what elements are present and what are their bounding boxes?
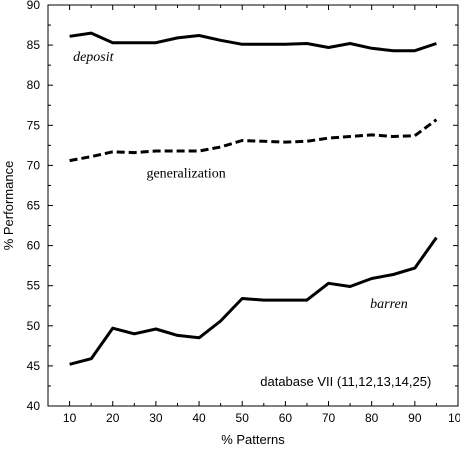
- series-lines: [69, 31, 438, 366]
- y-tick-label: 85: [27, 38, 41, 52]
- annotation-label: deposit: [73, 50, 115, 65]
- y-tick-label: 75: [27, 118, 41, 132]
- y-tick-label: 65: [27, 199, 41, 213]
- y-tick-label: 60: [27, 239, 41, 253]
- annotations: deposit generalization barren database VII …: [73, 50, 431, 389]
- x-tick-label: 40: [192, 411, 206, 425]
- y-tick-label: 40: [27, 399, 41, 413]
- plot-frame: [47, 4, 459, 407]
- y-axis: 40 45 50 55 60 65 70 75 80 85 90: [27, 0, 458, 413]
- y-tick-label: 45: [27, 359, 41, 373]
- plot-border: [47, 4, 459, 407]
- annotation-label: database VII (11,12,13,14,25): [260, 374, 431, 389]
- x-tick-label: 60: [279, 411, 293, 425]
- y-axis-title: % Performance: [1, 161, 16, 251]
- x-tick-label: 30: [149, 411, 163, 425]
- series-line-1: [69, 31, 437, 53]
- y-tick-label: 55: [27, 279, 41, 293]
- y-tick-label: 80: [27, 78, 41, 92]
- series-line-2: [69, 118, 438, 163]
- x-axis: 10 20 30 40 50 60 70 80 90 100: [63, 5, 460, 425]
- x-tick-label: 50: [236, 411, 250, 425]
- annotation-label: barren: [370, 297, 408, 312]
- x-tick-label: 10: [63, 411, 77, 425]
- x-tick-label: 100: [448, 411, 460, 425]
- x-tick-label: 20: [106, 411, 120, 425]
- x-tick-label: 90: [408, 411, 422, 425]
- x-axis-title: % Patterns: [221, 432, 285, 447]
- x-tick-label: 70: [322, 411, 336, 425]
- series-line-3: [69, 236, 438, 366]
- y-tick-label: 90: [27, 0, 41, 12]
- y-tick-label: 50: [27, 319, 41, 333]
- x-tick-label: 80: [365, 411, 379, 425]
- y-tick-label: 70: [27, 158, 41, 172]
- annotation-label: generalization: [146, 166, 225, 181]
